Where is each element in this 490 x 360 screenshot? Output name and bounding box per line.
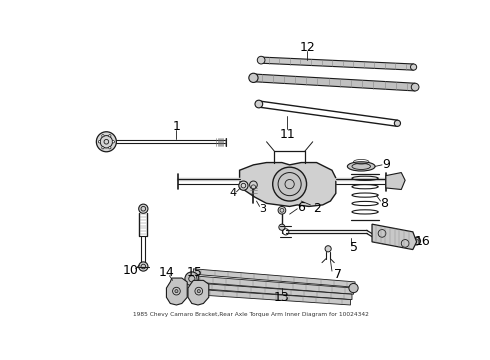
Circle shape: [185, 272, 199, 286]
Polygon shape: [189, 289, 350, 305]
Circle shape: [273, 167, 307, 201]
Text: 5: 5: [349, 241, 358, 254]
Circle shape: [413, 237, 420, 245]
Circle shape: [102, 147, 104, 149]
Circle shape: [411, 83, 419, 91]
Circle shape: [175, 289, 178, 293]
Circle shape: [257, 56, 265, 64]
Circle shape: [139, 262, 148, 271]
Circle shape: [278, 206, 286, 214]
Circle shape: [239, 181, 248, 190]
Polygon shape: [167, 278, 187, 305]
Circle shape: [197, 289, 200, 293]
Circle shape: [349, 283, 358, 293]
Polygon shape: [372, 224, 416, 249]
Circle shape: [249, 181, 257, 189]
Polygon shape: [190, 283, 352, 300]
Circle shape: [394, 120, 400, 126]
Text: 11: 11: [279, 127, 295, 140]
Text: 10: 10: [122, 264, 138, 277]
Polygon shape: [194, 269, 355, 287]
Text: 12: 12: [299, 41, 315, 54]
Circle shape: [411, 64, 416, 70]
Text: 9: 9: [382, 158, 390, 171]
Polygon shape: [188, 280, 209, 305]
Polygon shape: [253, 74, 415, 91]
Polygon shape: [192, 276, 354, 294]
Text: 15: 15: [187, 266, 203, 279]
Polygon shape: [261, 57, 414, 70]
Circle shape: [112, 141, 115, 143]
Circle shape: [109, 147, 111, 149]
Ellipse shape: [347, 162, 375, 171]
Circle shape: [279, 224, 285, 230]
Text: 8: 8: [380, 197, 389, 210]
Circle shape: [255, 100, 263, 108]
Circle shape: [249, 73, 258, 82]
Polygon shape: [240, 163, 336, 206]
Circle shape: [97, 132, 117, 152]
Circle shape: [325, 246, 331, 252]
Polygon shape: [386, 172, 405, 189]
Circle shape: [139, 204, 148, 213]
Text: 14: 14: [159, 266, 174, 279]
Text: 16: 16: [414, 235, 430, 248]
Text: 6: 6: [297, 201, 305, 214]
Text: 7: 7: [334, 268, 342, 281]
Text: 4: 4: [230, 188, 237, 198]
Circle shape: [102, 135, 104, 137]
Circle shape: [109, 135, 111, 137]
Text: 2: 2: [313, 202, 320, 215]
Text: 1: 1: [172, 120, 180, 133]
Circle shape: [98, 141, 100, 143]
Text: 13: 13: [274, 291, 290, 304]
Text: 1985 Chevy Camaro Bracket,Rear Axle Torque Arm Inner Diagram for 10024342: 1985 Chevy Camaro Bracket,Rear Axle Torq…: [133, 312, 369, 317]
Text: 3: 3: [259, 204, 266, 214]
